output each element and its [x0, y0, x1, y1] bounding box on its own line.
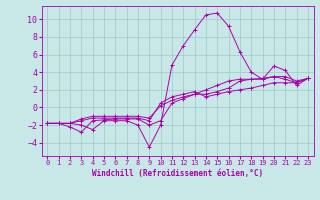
X-axis label: Windchill (Refroidissement éolien,°C): Windchill (Refroidissement éolien,°C) — [92, 169, 263, 178]
